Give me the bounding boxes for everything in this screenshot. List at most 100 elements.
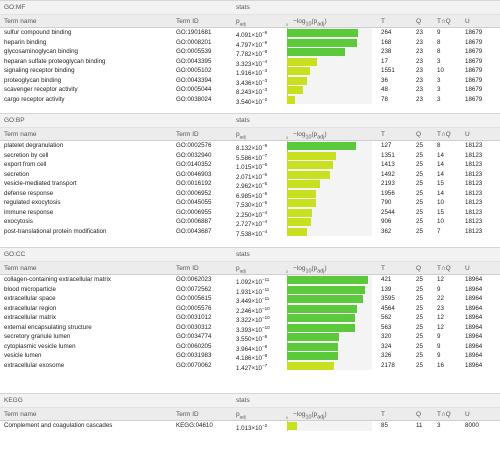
table-row[interactable]: vesicle lumen GO:0031983 4.186×10−8 326 25 9 1…	[0, 351, 500, 362]
term-id[interactable]: GO:0005044	[176, 86, 212, 93]
table-row[interactable]: heparan sulfate proteoglycan binding GO:0…	[0, 57, 500, 68]
term-name[interactable]: regulated exocytosis	[4, 199, 61, 206]
col-padj[interactable]: padj	[236, 18, 246, 26]
term-name[interactable]: extracellular region	[4, 304, 57, 312]
term-id[interactable]: GO:0002576	[176, 142, 212, 149]
term-id[interactable]: GO:0043394	[176, 76, 212, 84]
col-padj[interactable]: padj	[236, 265, 246, 273]
col-q[interactable]: Q	[416, 265, 422, 272]
term-name[interactable]: extracellular exosome	[4, 361, 65, 369]
term-name[interactable]: blood microparticle	[4, 285, 56, 293]
col-tq[interactable]: T∩Q	[437, 265, 451, 272]
table-row[interactable]: glycosaminoglycan binding GO:0005539 7.782…	[0, 47, 500, 58]
term-name[interactable]: external encapsulating structure	[4, 323, 92, 331]
term-name[interactable]: defense response	[4, 189, 54, 197]
col-term-id[interactable]: Term ID	[176, 265, 199, 272]
term-id[interactable]: KEGG:04610	[176, 422, 213, 429]
term-id[interactable]: GO:0005576	[176, 304, 212, 312]
term-name[interactable]: signaling receptor binding	[4, 67, 75, 74]
term-id[interactable]: GO:0043687	[176, 227, 212, 235]
table-row[interactable]: secretory granule lumen GO:0034774 3.550×1…	[0, 332, 500, 343]
col-tq[interactable]: T∩Q	[437, 131, 451, 138]
table-row[interactable]: defense response GO:0006952 6.985×10−5 1956…	[0, 189, 500, 200]
term-name[interactable]: Complement and coagulation cascades	[4, 422, 113, 429]
term-id[interactable]: GO:0045055	[176, 199, 212, 206]
col-q[interactable]: Q	[416, 131, 422, 138]
table-row[interactable]: regulated exocytosis GO:0045055 7.530×10−5…	[0, 198, 500, 209]
col-neglog[interactable]: −log10(padj)	[293, 411, 327, 420]
term-name[interactable]: scavenger receptor activity	[4, 86, 78, 93]
term-id[interactable]: GO:0008201	[176, 38, 212, 46]
col-term-id[interactable]: Term ID	[176, 411, 199, 418]
term-id[interactable]: GO:0062023	[176, 276, 212, 283]
table-row[interactable]: signaling receptor binding GO:0005102 1.91…	[0, 66, 500, 77]
table-row[interactable]: Complement and coagulation cascades KEGG:…	[0, 421, 500, 432]
term-name[interactable]: heparin binding	[4, 38, 47, 46]
term-id[interactable]: GO:0043395	[176, 57, 212, 65]
term-name[interactable]: sulfur compound binding	[4, 29, 72, 36]
col-neglog[interactable]: −log10(padj)	[293, 18, 327, 27]
table-row[interactable]: extracellular matrix GO:0031012 3.322×10−1…	[0, 313, 500, 324]
col-tq[interactable]: T∩Q	[437, 18, 451, 25]
table-row[interactable]: secretion GO:0046903 2.071×10−6 1492 25 14 181…	[0, 170, 500, 181]
col-term-name[interactable]: Term name	[4, 265, 37, 272]
term-name[interactable]: platelet degranulation	[4, 142, 64, 149]
term-id[interactable]: GO:0070062	[176, 361, 212, 369]
table-row[interactable]: collagen-containing extracellular matrix…	[0, 275, 500, 286]
col-u[interactable]: U	[465, 265, 470, 272]
term-name[interactable]: glycosaminoglycan binding	[4, 48, 78, 55]
table-row[interactable]: scavenger receptor activity GO:0005044 8.2…	[0, 85, 500, 96]
col-u[interactable]: U	[465, 411, 470, 418]
col-u[interactable]: U	[465, 18, 470, 25]
col-u[interactable]: U	[465, 131, 470, 138]
table-row[interactable]: export from cell GO:0140352 1.015×10−6 1413…	[0, 160, 500, 171]
term-id[interactable]: GO:0006887	[176, 218, 212, 225]
table-row[interactable]: post-translational protein modification G…	[0, 227, 500, 238]
col-padj[interactable]: padj	[236, 411, 246, 419]
col-term-name[interactable]: Term name	[4, 18, 37, 25]
term-id[interactable]: GO:0046903	[176, 170, 212, 178]
term-name[interactable]: exocytosis	[4, 218, 33, 225]
term-name[interactable]: cargo receptor activity	[4, 95, 65, 103]
term-id[interactable]: GO:1901681	[176, 29, 212, 36]
term-name[interactable]: post-translational protein modification	[4, 227, 107, 235]
table-row[interactable]: cargo receptor activity GO:0038024 3.540×1…	[0, 95, 500, 106]
table-row[interactable]: exocytosis GO:0006887 2.727×10−4 906 25 10 181…	[0, 217, 500, 228]
term-name[interactable]: export from cell	[4, 161, 47, 168]
term-id[interactable]: GO:0072562	[176, 285, 212, 293]
term-name[interactable]: secretion	[4, 170, 30, 178]
term-id[interactable]: GO:0005539	[176, 48, 212, 55]
term-id[interactable]: GO:0060205	[176, 342, 212, 350]
table-row[interactable]: secretion by cell GO:0032940 5.586×10−7 135…	[0, 151, 500, 162]
table-row[interactable]: proteoglycan binding GO:0043394 3.436×10−3…	[0, 76, 500, 87]
col-t[interactable]: T	[381, 18, 385, 25]
term-id[interactable]: GO:0038024	[176, 95, 212, 103]
col-neglog[interactable]: −log10(padj)	[293, 131, 327, 140]
col-q[interactable]: Q	[416, 18, 422, 25]
term-name[interactable]: vesicle-mediated transport	[4, 180, 77, 187]
table-row[interactable]: blood microparticle GO:0072562 1.931×10−11…	[0, 285, 500, 296]
term-name[interactable]: collagen-containing extracellular matrix	[4, 276, 111, 283]
col-t[interactable]: T	[381, 265, 385, 272]
term-name[interactable]: vesicle lumen	[4, 352, 42, 359]
col-tq[interactable]: T∩Q	[437, 411, 451, 418]
table-row[interactable]: cytoplasmic vesicle lumen GO:0060205 3.964…	[0, 342, 500, 353]
col-t[interactable]: T	[381, 411, 385, 418]
term-id[interactable]: GO:0030312	[176, 323, 212, 331]
term-name[interactable]: immune response	[4, 208, 54, 216]
table-row[interactable]: immune response GO:0006955 2.250×10−4 2544 2…	[0, 208, 500, 219]
table-row[interactable]: external encapsulating structure GO:00303…	[0, 323, 500, 334]
term-id[interactable]: GO:0005102	[176, 67, 212, 74]
col-term-name[interactable]: Term name	[4, 411, 37, 418]
term-name[interactable]: extracellular matrix	[4, 314, 56, 321]
col-t[interactable]: T	[381, 131, 385, 138]
term-id[interactable]: GO:0140352	[176, 161, 212, 168]
term-id[interactable]: GO:0006955	[176, 208, 212, 216]
col-term-id[interactable]: Term ID	[176, 131, 199, 138]
term-id[interactable]: GO:0005615	[176, 295, 212, 302]
term-name[interactable]: heparan sulfate proteoglycan binding	[4, 57, 106, 65]
term-name[interactable]: proteoglycan binding	[4, 76, 62, 84]
term-name[interactable]: cytoplasmic vesicle lumen	[4, 342, 76, 350]
term-id[interactable]: GO:0034774	[176, 333, 212, 340]
term-id[interactable]: GO:0016192	[176, 180, 212, 187]
